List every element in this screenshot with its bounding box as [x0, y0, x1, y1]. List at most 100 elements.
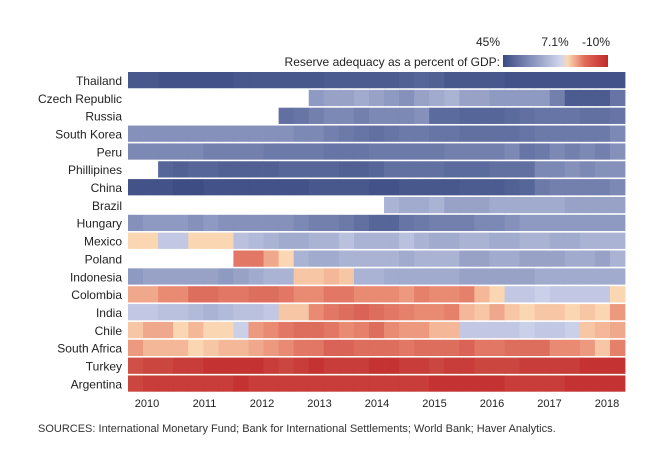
row-label: China [91, 181, 123, 195]
heatmap-cell [444, 268, 460, 285]
heatmap-cell [579, 375, 596, 392]
heatmap-cell [459, 214, 475, 232]
heatmap-cell [353, 232, 370, 249]
heatmap-cell [459, 375, 475, 392]
heatmap-cell [549, 196, 566, 214]
heatmap-cell [233, 72, 249, 89]
x-tick-label: 2017 [537, 398, 561, 410]
heatmap-cell [489, 250, 505, 267]
heatmap-cell [203, 143, 219, 160]
heatmap-cell [489, 161, 505, 178]
heatmap-cell [504, 143, 520, 160]
heatmap-cell [248, 214, 264, 232]
heatmap-cell [143, 125, 159, 142]
heatmap-cell [534, 375, 551, 392]
heatmap-cell [534, 339, 551, 356]
heatmap-cell [368, 89, 385, 107]
heatmap-cell [549, 357, 566, 374]
heatmap-cell [504, 286, 520, 303]
heatmap-cell [218, 232, 234, 249]
heatmap-cell [444, 179, 460, 196]
x-tick-label: 2014 [365, 398, 389, 410]
heatmap-cell [368, 250, 385, 267]
heatmap-cell [579, 304, 596, 321]
heatmap-cell [353, 107, 370, 124]
heatmap-cell [549, 214, 566, 232]
heatmap-cell [248, 357, 264, 374]
heatmap-cell [308, 125, 325, 142]
heatmap-cell [143, 357, 159, 374]
heatmap-cell [188, 286, 204, 303]
heatmap-cell [459, 161, 475, 178]
heatmap-cell [489, 89, 505, 107]
heatmap-cell [579, 143, 596, 160]
heatmap-cell [158, 161, 174, 178]
heatmap-cell [323, 161, 340, 178]
x-tick-label: 2013 [307, 398, 331, 410]
heatmap-cell [338, 214, 355, 232]
heatmap-cell [384, 232, 400, 249]
heatmap-cell [444, 357, 460, 374]
heatmap-cell [308, 375, 325, 392]
heatmap-cell [263, 250, 280, 267]
heatmap-cell [308, 214, 325, 232]
heatmap-cell [293, 375, 310, 392]
heatmap-cell [233, 250, 249, 267]
heatmap-cell [549, 72, 566, 89]
heatmap-cell [549, 161, 566, 178]
heatmap-cell [173, 357, 189, 374]
heatmap-cell [519, 72, 536, 89]
heatmap-cell [474, 89, 490, 107]
heatmap-cell [218, 72, 234, 89]
heatmap-cell [308, 357, 325, 374]
heatmap-cell [353, 321, 370, 339]
heatmap-cell [188, 214, 204, 232]
heatmap-cell [218, 304, 234, 321]
heatmap-cell [489, 339, 505, 356]
x-tick-label: 2012 [250, 398, 274, 410]
row-label: Hungary [77, 217, 122, 231]
heatmap-cell [444, 143, 460, 160]
heatmap-cell [323, 357, 340, 374]
heatmap-cell [564, 72, 581, 89]
heatmap-cell [233, 232, 249, 249]
heatmap-cell [579, 339, 596, 356]
heatmap-cell [399, 375, 415, 392]
heatmap-cell [173, 125, 189, 142]
heatmap-cell [474, 72, 490, 89]
heatmap-cell [128, 125, 144, 142]
heatmap-cell [444, 339, 460, 356]
heatmap-cell [474, 339, 490, 356]
heatmap-cell [323, 321, 340, 339]
heatmap-cell [353, 339, 370, 356]
heatmap-cell [368, 107, 385, 124]
heatmap-cell [609, 72, 626, 89]
heatmap-cell [188, 321, 204, 339]
heatmap-cell [248, 375, 264, 392]
heatmap-cell [519, 339, 536, 356]
heatmap-cell [594, 125, 611, 142]
row-label: Turkey [86, 360, 122, 374]
heatmap-cell [263, 268, 280, 285]
heatmap-cell [203, 125, 219, 142]
heatmap-cell [308, 268, 325, 285]
heatmap-cell [248, 232, 264, 249]
heatmap-cell [384, 161, 400, 178]
heatmap-cell [519, 357, 536, 374]
heatmap-cell [263, 143, 280, 160]
heatmap-cell [323, 143, 340, 160]
heatmap-cell [353, 72, 370, 89]
heatmap-cell [353, 375, 370, 392]
heatmap-cell [278, 107, 295, 124]
heatmap-cell [218, 286, 234, 303]
heatmap-cell [263, 72, 280, 89]
heatmap-cell [414, 89, 430, 107]
heatmap-cell [519, 161, 536, 178]
heatmap-cell [188, 339, 204, 356]
heatmap-cell [248, 72, 264, 89]
heatmap-cell [233, 214, 249, 232]
heatmap-cell [564, 179, 581, 196]
heatmap-cell [233, 375, 249, 392]
heatmap-cell [384, 304, 400, 321]
